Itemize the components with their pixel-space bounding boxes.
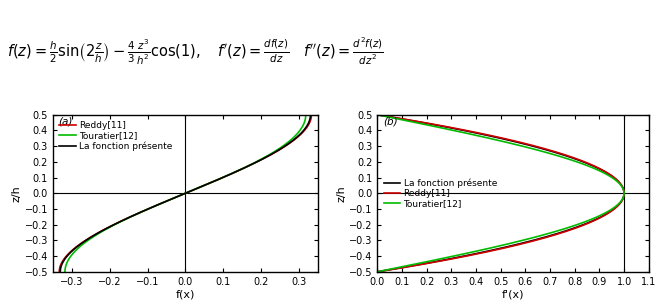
Touratier[12] [609, 177, 617, 180]
X-axis label: f(x): f(x) [175, 289, 195, 300]
Line: Touratier[12]: Touratier[12] [65, 115, 306, 272]
Reddy[11] [197, 185, 205, 189]
Reddy[11] [397, 117, 404, 120]
Text: $f(z)=\frac{h}{2}\sin\!\left(2\frac{z}{h}\right)-\frac{4}{3}\frac{z^3}{h^2}\cos(: $f(z)=\frac{h}{2}\sin\!\left(2\frac{z}{h… [7, 36, 383, 67]
Touratier[12] [302, 113, 310, 117]
Line: La fonction présente: La fonction présente [377, 115, 624, 272]
Reddy[11] [174, 194, 182, 198]
La fonction présente [172, 195, 180, 199]
La fonction présente [306, 117, 314, 120]
La fonction présente [174, 194, 182, 198]
Y-axis label: z/h: z/h [336, 185, 346, 202]
Reddy[11] [519, 141, 527, 145]
Touratier[12] [301, 117, 309, 120]
Touratier[12] [373, 270, 381, 274]
Text: (a): (a) [58, 116, 73, 126]
Reddy[11] [307, 117, 315, 120]
La fonction présente [56, 270, 64, 274]
Reddy[11] [620, 195, 628, 199]
La fonction présente [517, 141, 525, 145]
Touratier[12] [618, 185, 626, 189]
La fonction présente [307, 113, 314, 117]
La fonction présente [373, 270, 381, 274]
Reddy[11] [618, 185, 626, 189]
Reddy[11] [56, 270, 64, 274]
Line: Reddy[11]: Reddy[11] [60, 115, 311, 272]
La fonction présente [285, 141, 293, 145]
Line: Reddy[11]: Reddy[11] [377, 115, 624, 272]
La fonction présente [396, 117, 404, 120]
Text: (b): (b) [383, 116, 397, 126]
Touratier[12] [392, 117, 400, 120]
Reddy[11] [373, 113, 381, 117]
La fonction présente [620, 194, 628, 198]
Reddy[11] [611, 177, 619, 180]
Reddy[11] [217, 177, 225, 180]
Touratier[12] [217, 177, 225, 180]
Touratier[12] [172, 195, 180, 199]
Legend: La fonction présente, Reddy[11], Touratier[12]: La fonction présente, Reddy[11], Tourati… [382, 176, 498, 210]
Line: La fonction présente: La fonction présente [60, 115, 310, 272]
Y-axis label: z/h: z/h [12, 185, 22, 202]
Reddy[11] [286, 141, 294, 145]
Legend: Reddy[11], Touratier[12], La fonction présente: Reddy[11], Touratier[12], La fonction pr… [58, 119, 174, 153]
Reddy[11] [620, 194, 628, 198]
La fonction présente [620, 195, 628, 199]
Touratier[12] [506, 141, 514, 145]
La fonction présente [373, 113, 381, 117]
La fonction présente [611, 177, 619, 180]
Touratier[12] [373, 113, 381, 117]
Reddy[11] [172, 195, 180, 199]
Touratier[12] [61, 270, 69, 274]
Touratier[12] [620, 195, 628, 199]
Touratier[12] [283, 141, 291, 145]
La fonction présente [197, 185, 205, 189]
X-axis label: f'(x): f'(x) [502, 289, 524, 300]
La fonction présente [217, 177, 225, 180]
La fonction présente [618, 185, 626, 189]
Touratier[12] [620, 194, 628, 198]
Touratier[12] [197, 185, 205, 189]
Line: Touratier[12]: Touratier[12] [377, 115, 624, 272]
Reddy[11] [307, 113, 315, 117]
Reddy[11] [373, 270, 381, 274]
Touratier[12] [174, 194, 182, 198]
